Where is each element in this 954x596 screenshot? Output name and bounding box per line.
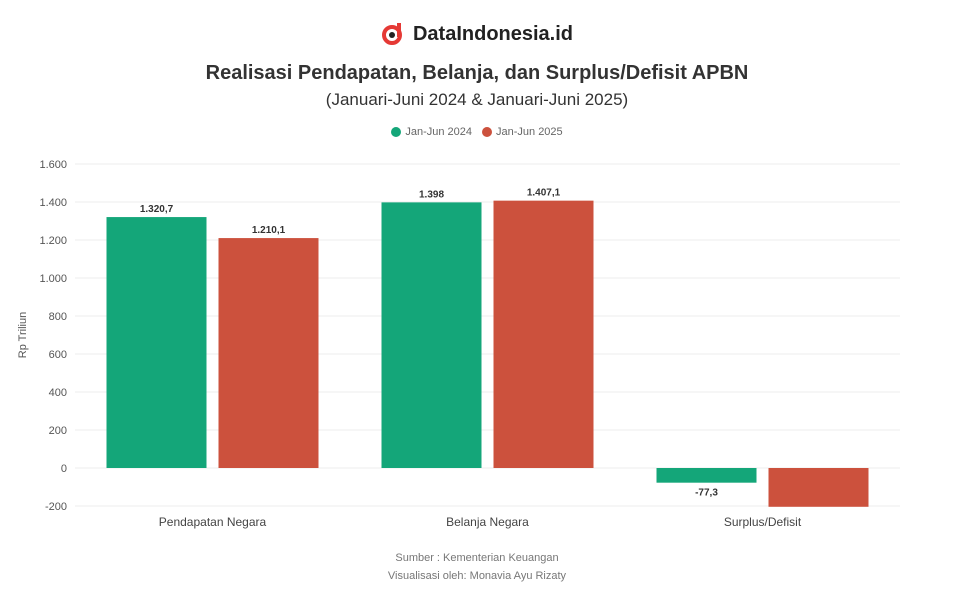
data-label: 1.398 (419, 189, 444, 200)
y-tick-label: 200 (49, 425, 67, 437)
y-tick-label: 1.200 (39, 235, 67, 247)
legend-swatch (391, 127, 402, 137)
visualization-credit: Visualisasi oleh: Monavia Ayu Rizaty (387, 570, 567, 582)
brand-name: DataIndonesia.id (412, 22, 574, 45)
data-label: -77,3 (695, 488, 718, 499)
x-tick-label: Surplus/Defisit (724, 515, 802, 529)
legend-label: Jan-Jun 2024 (405, 126, 472, 138)
bar[interactable] (381, 202, 482, 468)
legend-item-2025[interactable]: Jan-Jun 2025 (482, 126, 563, 138)
bar[interactable] (493, 200, 594, 468)
y-tick-label: 1.000 (39, 273, 67, 285)
legend: Jan-Jun 2024 Jan-Jun 2025 (0, 126, 954, 138)
y-tick-label: 400 (49, 387, 67, 399)
x-tick-label: Pendapatan Negara (159, 515, 267, 529)
y-tick-label: 1.400 (39, 197, 67, 209)
legend-swatch (482, 127, 492, 137)
bar[interactable] (106, 217, 207, 468)
y-tick-label: -200 (45, 501, 67, 513)
brand-logo-icon (381, 23, 402, 45)
y-tick-label: 600 (49, 349, 67, 361)
legend-label: Jan-Jun 2025 (496, 126, 563, 138)
chart-subtitle: (Januari-Juni 2024 & Januari-Juni 2025) (325, 90, 629, 109)
legend-item-2024[interactable]: Jan-Jun 2024 (391, 126, 472, 138)
bar[interactable] (768, 468, 869, 507)
x-tick-label: Belanja Negara (446, 515, 529, 529)
data-label: 1.210,1 (252, 225, 286, 236)
y-tick-label: 800 (49, 311, 67, 323)
bar[interactable] (218, 238, 319, 468)
bar[interactable] (656, 468, 757, 483)
data-label: 1.407,1 (527, 188, 561, 199)
y-axis-label: Rp Triliun (17, 312, 29, 358)
data-label: 1.320,7 (140, 204, 174, 215)
brand: DataIndonesia.id (0, 22, 954, 46)
y-tick-label: 1.600 (39, 159, 67, 171)
chart-title: Realisasi Pendapatan, Belanja, dan Surpl… (205, 62, 749, 84)
source-note: Sumber : Kementerian Keuangan (395, 552, 559, 564)
y-tick-label: 0 (61, 463, 67, 475)
